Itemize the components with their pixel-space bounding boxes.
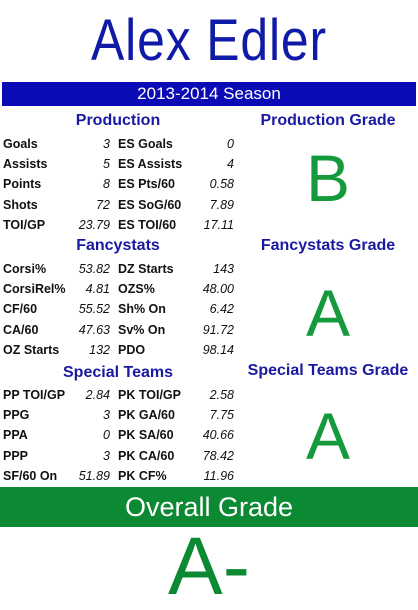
stat-value: 53.82 (78, 262, 110, 277)
stat-label: PK CA/60 (118, 448, 175, 463)
stat-label: PPG (3, 408, 30, 423)
stat-label: PK SA/60 (118, 428, 174, 443)
stat-value: 143 (213, 262, 234, 277)
special-teams-grade: A (305, 399, 351, 473)
stat-label: PK TOI/GP (118, 388, 181, 403)
stat-value: 5 (103, 157, 110, 172)
stat-row: PP TOI/GP 2.84 PK TOI/GP 2.58 (0, 385, 236, 405)
stat-value: 51.89 (78, 468, 110, 483)
stat-value: 6.42 (209, 302, 234, 317)
stat-label: ES SoG/60 (118, 197, 182, 212)
stat-label: PPA (3, 428, 28, 443)
special-teams-heading: Special Teams (63, 364, 173, 381)
stat-row: PPP 3 PK CA/60 78.42 (0, 446, 236, 466)
production-grade: B (305, 141, 351, 215)
stat-value: 72 (96, 197, 110, 212)
stat-value: 4.81 (85, 282, 110, 297)
stat-label: CorsiRel% (3, 282, 66, 297)
player-name: Alex Edler (91, 8, 327, 73)
stat-label: Shots (3, 197, 38, 212)
stat-value: 3 (103, 137, 110, 152)
stat-label: ES Pts/60 (118, 177, 175, 192)
stat-value: 2.58 (209, 388, 234, 403)
stat-value: 17.11 (203, 217, 234, 232)
stat-row: OZ Starts 132 PDO 98.14 (0, 340, 236, 360)
stat-row: Goals 3 ES Goals 0 (0, 134, 236, 154)
stat-value: 7.75 (209, 408, 234, 423)
fancystats-grade-heading: Fancystats Grade (260, 237, 396, 254)
stat-row: SF/60 On 51.89 PK CF% 11.96 (0, 466, 236, 486)
stat-label: Points (3, 177, 42, 192)
stat-value: 11.96 (203, 468, 234, 483)
stat-label: OZS% (118, 282, 155, 297)
stat-label: Assists (3, 157, 48, 172)
stat-label: ES Assists (118, 157, 183, 172)
stat-value: 3 (103, 408, 110, 423)
stat-value: 2.84 (85, 388, 110, 403)
stat-label: CF/60 (3, 302, 38, 317)
overall-grade: A- (168, 521, 250, 610)
production-heading: Production (75, 112, 161, 129)
stat-label: PK GA/60 (118, 408, 175, 423)
production-grade-heading: Production Grade (260, 112, 396, 129)
stat-row: TOI/GP 23.79 ES TOI/60 17.11 (0, 215, 236, 235)
stat-row: Points 8 ES Pts/60 0.58 (0, 174, 236, 194)
stat-value: 91.72 (202, 322, 234, 337)
stat-value: 0 (103, 428, 110, 443)
overall-grade-banner: Overall Grade (0, 487, 418, 527)
stat-label: ES Goals (118, 137, 173, 152)
stat-label: Sv% On (118, 322, 166, 337)
stat-label: PK CF% (118, 468, 167, 483)
stat-row: PPG 3 PK GA/60 7.75 (0, 405, 236, 425)
stat-value: 3 (103, 448, 110, 463)
stat-label: PDO (118, 342, 146, 357)
stat-label: Corsi% (3, 262, 47, 277)
stat-row: Shots 72 ES SoG/60 7.89 (0, 195, 236, 215)
stat-value: 8 (103, 177, 110, 192)
stat-value: 55.52 (78, 302, 110, 317)
special-teams-grade-heading: Special Teams Grade (247, 362, 409, 379)
stat-row: Corsi% 53.82 DZ Starts 143 (0, 259, 236, 279)
stat-label: PPP (3, 448, 29, 463)
stat-value: 47.63 (78, 322, 110, 337)
stat-label: ES TOI/60 (118, 217, 177, 232)
stat-label: PP TOI/GP (3, 388, 66, 403)
season-banner: 2013-2014 Season (2, 82, 416, 106)
stat-label: Goals (3, 137, 38, 152)
stat-value: 0.58 (209, 177, 234, 192)
stat-value: 40.66 (202, 428, 234, 443)
fancystats-grade: A (305, 276, 351, 350)
stat-row: PPA 0 PK SA/60 40.66 (0, 425, 236, 445)
stat-row: CA/60 47.63 Sv% On 91.72 (0, 320, 236, 340)
special-teams-table: PP TOI/GP 2.84 PK TOI/GP 2.58 PPG 3 PK GA/60 7.… (0, 385, 236, 486)
fancystats-table: Corsi% 53.82 DZ Starts 143 CorsiRel% 4.81 OZS%… (0, 259, 236, 360)
production-table: Goals 3 ES Goals 0 Assists 5 ES Assists 4 Points… (0, 134, 236, 235)
stat-label: CA/60 (3, 322, 39, 337)
fancystats-heading: Fancystats (76, 237, 160, 254)
stat-value: 132 (89, 342, 110, 357)
stat-value: 48.00 (202, 282, 234, 297)
stat-value: 78.42 (202, 448, 234, 463)
stat-row: CF/60 55.52 Sh% On 6.42 (0, 299, 236, 319)
stat-value: 4 (227, 157, 234, 172)
stat-row: CorsiRel% 4.81 OZS% 48.00 (0, 279, 236, 299)
stat-label: SF/60 On (3, 468, 58, 483)
stat-value: 23.79 (78, 217, 110, 232)
stat-value: 0 (227, 137, 234, 152)
stat-label: OZ Starts (3, 342, 60, 357)
stat-value: 98.14 (202, 342, 234, 357)
stat-label: TOI/GP (3, 217, 46, 232)
stat-label: DZ Starts (118, 262, 174, 277)
stat-value: 7.89 (209, 197, 234, 212)
stat-label: Sh% On (118, 302, 166, 317)
stat-row: Assists 5 ES Assists 4 (0, 154, 236, 174)
